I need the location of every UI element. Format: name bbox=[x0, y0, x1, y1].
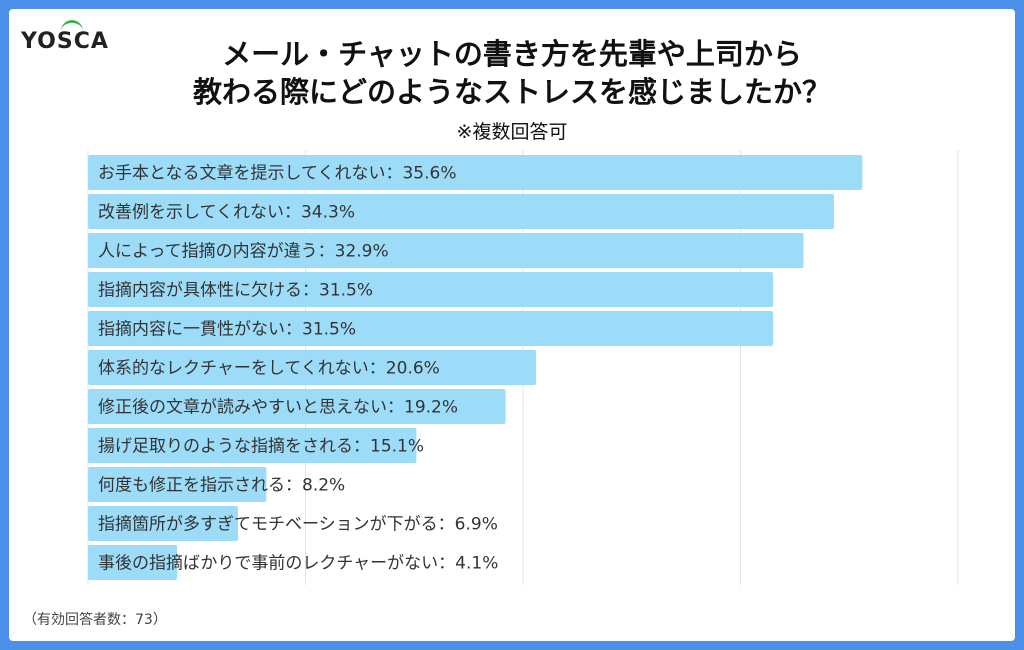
bar bbox=[88, 506, 239, 541]
bar bbox=[88, 389, 506, 424]
bar-label: 揚げ足取りのような指摘をされる：15.1% bbox=[98, 437, 424, 457]
bar-label: 体系的なレクチャーをしてくれない：20.6% bbox=[98, 359, 440, 379]
bar-label: 修正後の文章が読みやすいと思えない：19.2% bbox=[98, 398, 458, 418]
bar-label: 人によって指摘の内容が違う：32.9% bbox=[98, 242, 389, 262]
bar bbox=[88, 467, 267, 502]
bar-label: 改善例を示してくれない：34.3% bbox=[98, 203, 355, 223]
bar-label: 指摘内容に一貫性がない：31.5% bbox=[98, 320, 356, 340]
bar bbox=[88, 350, 537, 385]
bar-label: 指摘内容が具体性に欠ける：31.5% bbox=[98, 281, 373, 301]
bar bbox=[88, 155, 863, 190]
bar-label: 何度も修正を指示される：8.2% bbox=[98, 476, 345, 496]
chart-title-line2: 教わる際にどのようなストレスを感じましたか？ bbox=[192, 75, 831, 109]
chart-title-line1: メール・チャットの書き方を先輩や上司から bbox=[222, 37, 802, 71]
bar bbox=[88, 428, 417, 463]
brand-logo: YOSCA bbox=[21, 20, 109, 54]
bar bbox=[88, 311, 774, 346]
chart-bars: お手本となる文章を提示してくれない：35.6% 改善例を示してくれない：34.3%… bbox=[88, 155, 863, 580]
bar bbox=[88, 194, 835, 229]
chart-subtitle: ※複数回答可 bbox=[456, 121, 568, 143]
logo-text: YOSCA bbox=[21, 29, 109, 54]
bar bbox=[88, 233, 804, 268]
bar-label: 事後の指摘ばかりで事前のレクチャーがない：4.1% bbox=[98, 554, 498, 574]
bar-label: お手本となる文章を提示してくれない：35.6% bbox=[98, 164, 456, 184]
bar-label: 指摘箇所が多すぎてモチベーションが下がる：6.9% bbox=[98, 515, 498, 535]
chart-title: メール・チャットの書き方を先輩や上司から 教わる際にどのようなストレスを感じまし… bbox=[9, 35, 1015, 111]
bar bbox=[88, 272, 774, 307]
logo-arc-icon bbox=[61, 20, 83, 31]
bar bbox=[88, 545, 178, 580]
respondent-count-note: （有効回答者数：73） bbox=[23, 612, 167, 628]
